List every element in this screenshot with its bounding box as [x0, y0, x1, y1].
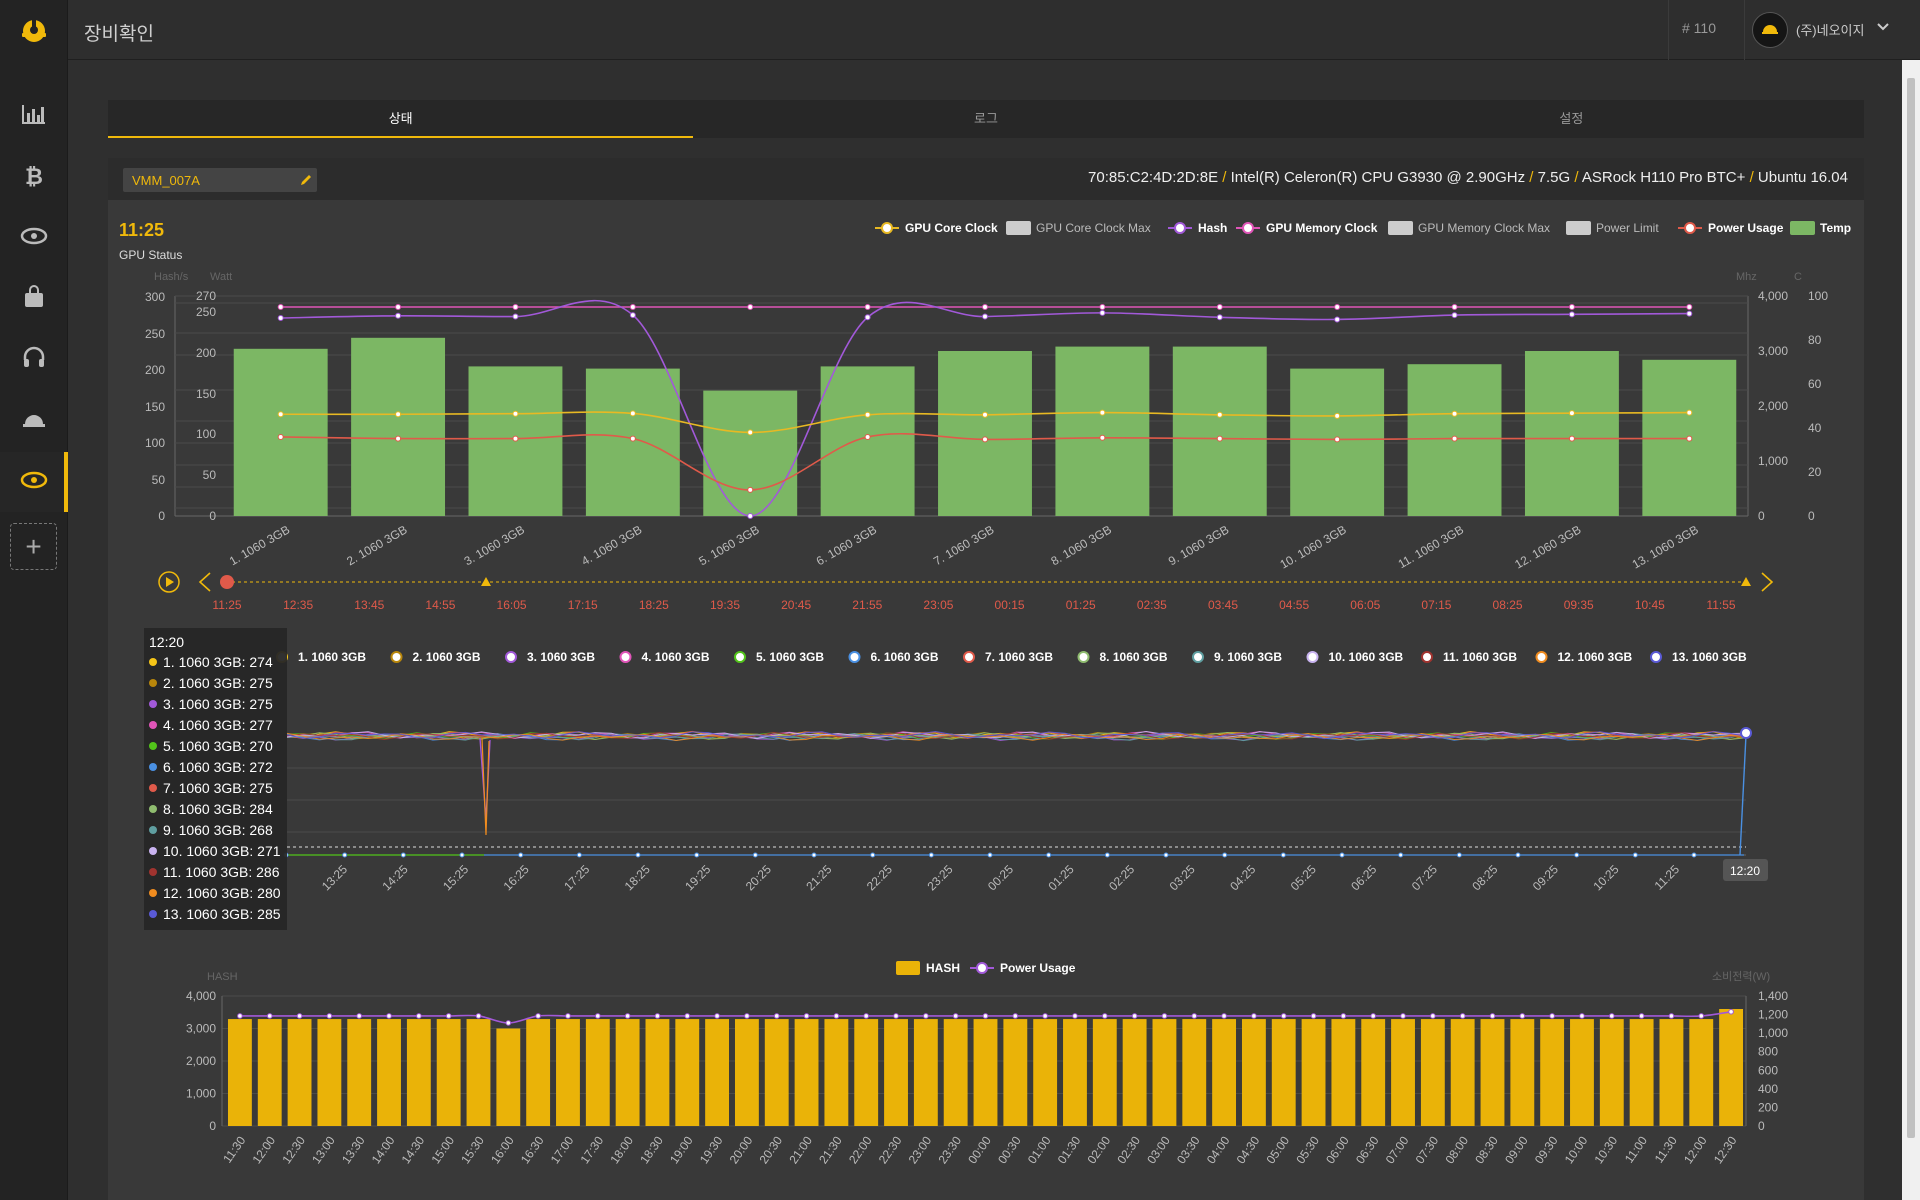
tab-bar: 상태 로그 설정	[108, 100, 1864, 138]
divider	[1668, 0, 1669, 60]
device-number: # 110	[1682, 20, 1716, 36]
page-title: 장비확인	[84, 24, 154, 45]
company-name[interactable]: (주)네오이지	[1796, 23, 1865, 38]
divider	[1744, 0, 1745, 60]
bitcoin-icon: ₿	[25, 164, 43, 189]
sidebar-item-shop[interactable]	[0, 269, 68, 329]
os-version: Ubuntu 16.04	[1757, 169, 1848, 186]
device-name: VMM_007A	[132, 173, 200, 188]
scrollbar[interactable]	[1902, 60, 1920, 1200]
board-model: ASRock H110 Pro BTC+	[1581, 169, 1746, 186]
tab-log[interactable]: 로그	[974, 111, 998, 126]
sidebar-item-support[interactable]	[0, 330, 68, 390]
logo-helmet-icon[interactable]	[0, 0, 68, 60]
memory-size: 7.5G	[1537, 169, 1571, 186]
device-info-bar: VMM_007A 70:85:C2:4D:2D:8E / Intel(R) Ce…	[108, 158, 1864, 200]
shopping-bag-icon	[22, 284, 46, 314]
mac-address: 70:85:C2:4D:2D:8E	[1088, 169, 1219, 186]
device-panel: VMM_007A 70:85:C2:4D:2D:8E / Intel(R) Ce…	[108, 158, 1864, 1200]
device-specs: 70:85:C2:4D:2D:8E / Intel(R) Celeron(R) …	[1088, 169, 1848, 186]
gpu-card-icon	[20, 226, 48, 251]
sidebar-item-devices[interactable]	[0, 452, 68, 512]
device-name-field[interactable]: VMM_007A	[123, 168, 317, 192]
chart-icon	[21, 103, 47, 130]
pencil-icon[interactable]	[299, 173, 313, 192]
avatar[interactable]	[1752, 12, 1788, 48]
plus-icon: +	[25, 530, 42, 562]
helmet-icon	[22, 408, 46, 435]
chevron-down-icon[interactable]	[1876, 20, 1890, 39]
sidebar-item-gpu[interactable]	[0, 208, 68, 268]
sidebar-item-coins[interactable]: ₿	[0, 147, 68, 207]
tab-status[interactable]: 상태	[108, 100, 694, 138]
user-helmet-icon	[1761, 20, 1779, 41]
sidebar-item-stats[interactable]	[0, 86, 68, 146]
tab-settings[interactable]: 설정	[1559, 111, 1584, 126]
gpu-card-icon	[20, 470, 48, 495]
sidebar: ₿ +	[0, 0, 68, 1200]
add-device-button[interactable]: +	[10, 523, 57, 570]
headset-icon	[22, 346, 46, 375]
header: 장비확인 # 110 (주)네오이지	[68, 0, 1920, 60]
cpu-model: Intel(R) Celeron(R) CPU G3930 @ 2.90GHz	[1230, 169, 1526, 186]
sidebar-item-miner[interactable]	[0, 391, 68, 451]
scroll-thumb[interactable]	[1907, 78, 1915, 1138]
